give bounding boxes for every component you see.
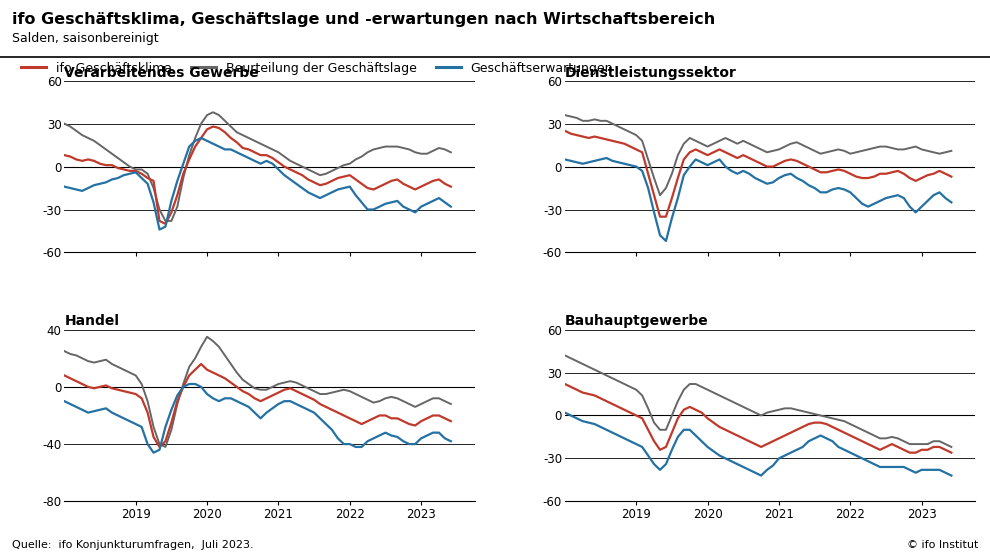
Text: Quelle:  ifo Konjunkturumfragen,  Juli 2023.: Quelle: ifo Konjunkturumfragen, Juli 202… [12,540,253,550]
Text: © ifo Institut: © ifo Institut [907,540,978,550]
Text: Verarbeitendes Gewerbe: Verarbeitendes Gewerbe [64,66,259,80]
Text: Bauhauptgewerbe: Bauhauptgewerbe [565,315,709,329]
Legend: ifo Geschäftsklima, Beurteilung der Geschäftslage, Geschäftserwartungen: ifo Geschäftsklima, Beurteilung der Gesc… [16,57,618,80]
Text: Salden, saisonbereinigt: Salden, saisonbereinigt [12,32,158,45]
Text: Dienstleistungssektor: Dienstleistungssektor [565,66,737,80]
Text: Handel: Handel [64,315,120,329]
Text: ifo Geschäftsklima, Geschäftslage und -erwartungen nach Wirtschaftsbereich: ifo Geschäftsklima, Geschäftslage und -e… [12,12,715,27]
